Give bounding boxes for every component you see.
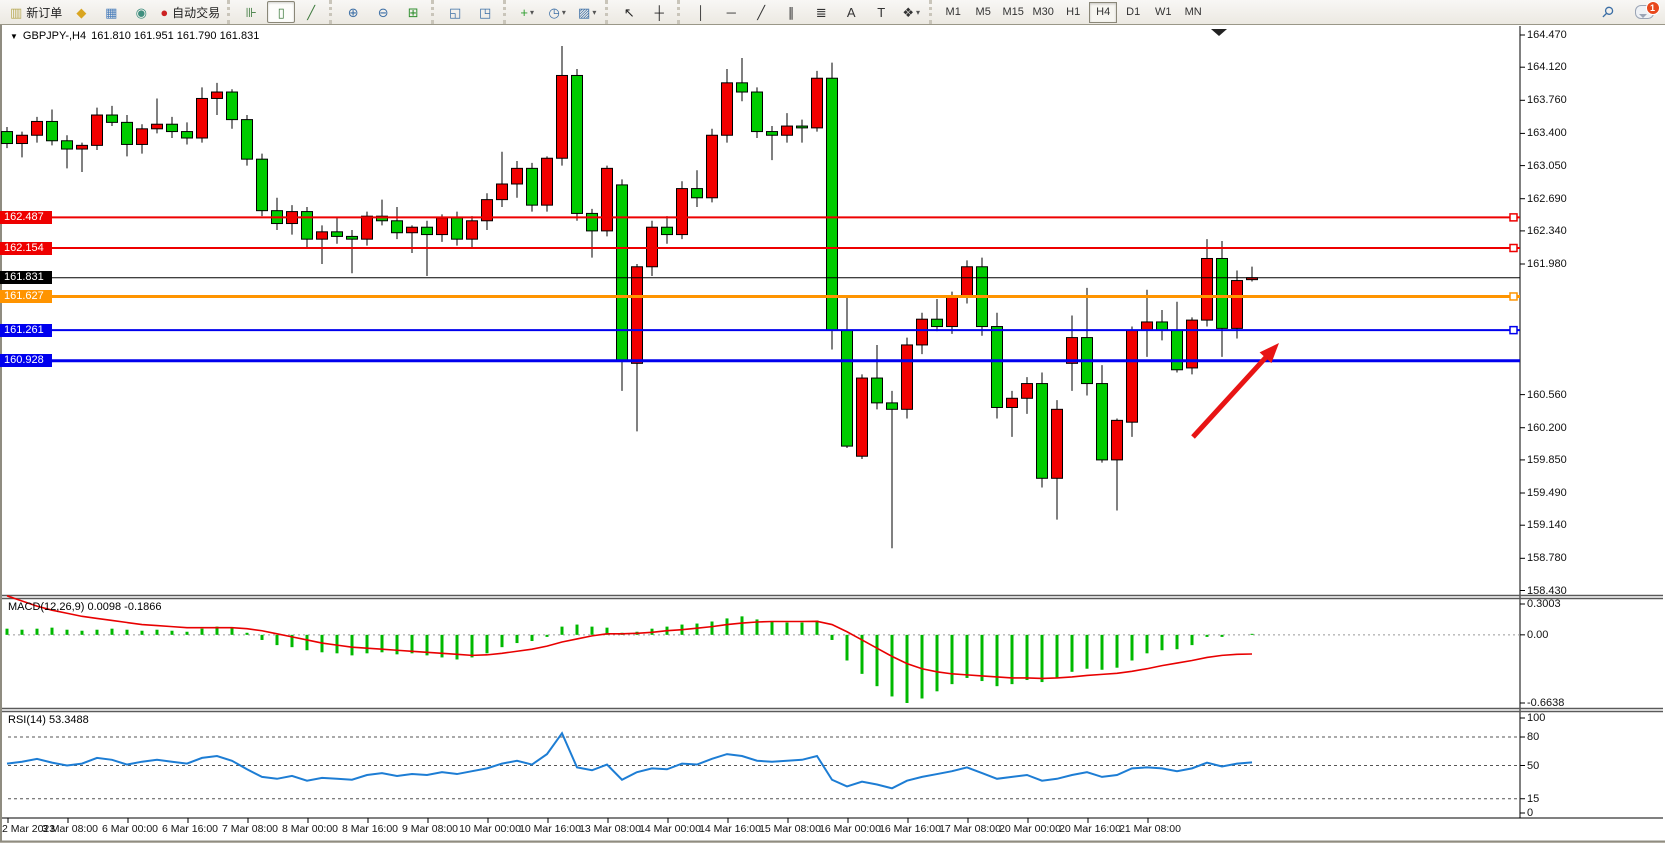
- horizontal-line-button[interactable]: ─: [717, 1, 745, 23]
- new-chart-button[interactable]: + ▾: [513, 1, 541, 23]
- vertical-line-icon: │: [697, 4, 706, 20]
- trendline-button[interactable]: ╱: [747, 1, 775, 23]
- line-chart-button[interactable]: ╱: [297, 1, 325, 23]
- period-button[interactable]: ◷ ▾: [543, 1, 571, 23]
- timeframe-w1-button[interactable]: W1: [1154, 6, 1172, 18]
- text-icon: A: [846, 4, 856, 20]
- trendline-icon: ╱: [757, 4, 766, 20]
- new-order-button-label: 新订单: [26, 5, 63, 20]
- fibonacci-button[interactable]: ≣: [807, 1, 835, 23]
- line-chart-icon: ╱: [307, 4, 316, 20]
- main-toolbar: ▥ 新订单 ◆ ▦ ◉ ● 自动交易 ⊪ ▯ ╱ ⊕ ⊖ ⊞ ◱ ◳ + ▾ ◷ ▾ ▨ ▾ ↖ ┼ │ ─ ╱ ∥ ≣ A T ❖ ▾ M1 M…: [0, 0, 1665, 25]
- chevron-down-icon[interactable]: ▾: [529, 7, 534, 17]
- auto-arrange-button[interactable]: ◱: [441, 1, 469, 23]
- zoom-in-icon: ⊕: [347, 4, 359, 20]
- search-button[interactable]: ⚲: [1593, 1, 1621, 23]
- crosshair-button[interactable]: ┼: [645, 1, 673, 23]
- chart-plot-area[interactable]: [8, 26, 1520, 594]
- autotrade-button[interactable]: ● 自动交易: [157, 1, 223, 23]
- tile-windows-button[interactable]: ⊞: [399, 1, 427, 23]
- fibonacci-icon: ≣: [815, 4, 827, 20]
- new-order-button[interactable]: ▥ 新订单: [7, 1, 65, 23]
- chat-bubble-icon: 1: [1634, 1, 1660, 19]
- signals-icon: ◉: [135, 4, 147, 20]
- template-icon: ▨: [578, 4, 591, 20]
- cursor-button[interactable]: ↖: [615, 1, 643, 23]
- candles-chart-icon: ▯: [277, 4, 285, 20]
- vertical-line-button[interactable]: │: [687, 1, 715, 23]
- bars-chart-icon: ⊪: [245, 4, 257, 20]
- chevron-down-icon[interactable]: ▾: [592, 7, 597, 17]
- timeframe-m15-button[interactable]: M15: [1002, 6, 1024, 18]
- chart-shift-icon: ◳: [479, 4, 492, 20]
- notification-badge: 1: [1645, 1, 1660, 15]
- timeframe-h4-button[interactable]: H4: [1089, 1, 1118, 23]
- chart-shift-button[interactable]: ◳: [471, 1, 499, 23]
- timeframe-m5-button[interactable]: M5: [975, 6, 991, 18]
- shapes-button[interactable]: ❖ ▾: [897, 1, 925, 23]
- zoom-out-button[interactable]: ⊖: [369, 1, 397, 23]
- template-button[interactable]: ▨ ▾: [573, 1, 601, 23]
- label-button[interactable]: T: [867, 1, 895, 23]
- timeframe-mn-button[interactable]: MN: [1184, 6, 1202, 18]
- profiles-icon: ◆: [76, 4, 87, 20]
- zoom-in-button[interactable]: ⊕: [339, 1, 367, 23]
- cursor-icon: ↖: [623, 4, 635, 20]
- timeframe-d1-button[interactable]: D1: [1126, 6, 1141, 18]
- zoom-out-icon: ⊖: [377, 4, 389, 20]
- market-watch-button[interactable]: ▦: [97, 1, 125, 23]
- horizontal-line-icon: ─: [726, 4, 736, 20]
- search-icon: ⚲: [1597, 2, 1617, 22]
- autotrade-button-label: 自动交易: [172, 5, 221, 20]
- chevron-down-icon[interactable]: ▾: [916, 7, 921, 17]
- new-order-icon: ▥: [10, 4, 23, 20]
- autotrade-icon: ●: [160, 4, 169, 20]
- timeframe-h1-button[interactable]: H1: [1066, 6, 1081, 18]
- new-chart-icon: +: [520, 4, 528, 20]
- auto-arrange-icon: ◱: [449, 4, 462, 20]
- market-watch-icon: ▦: [105, 4, 118, 20]
- crosshair-icon: ┼: [654, 4, 664, 20]
- candles-chart-button[interactable]: ▯: [267, 1, 296, 23]
- bars-chart-button[interactable]: ⊪: [237, 1, 265, 23]
- signals-button[interactable]: ◉: [127, 1, 155, 23]
- period-icon: ◷: [548, 4, 560, 20]
- chat-button[interactable]: 1: [1630, 1, 1660, 23]
- timeframe-m30-button[interactable]: M30: [1032, 6, 1054, 18]
- timeframe-m1-button[interactable]: M1: [945, 6, 961, 18]
- chevron-down-icon[interactable]: ▾: [561, 7, 566, 17]
- channel-button[interactable]: ∥: [777, 1, 805, 23]
- shapes-icon: ❖: [902, 4, 914, 20]
- label-icon: T: [877, 4, 886, 20]
- channel-icon: ∥: [787, 4, 795, 20]
- text-button[interactable]: A: [837, 1, 865, 23]
- profiles-button[interactable]: ◆: [67, 1, 95, 23]
- tile-windows-icon: ⊞: [407, 4, 419, 20]
